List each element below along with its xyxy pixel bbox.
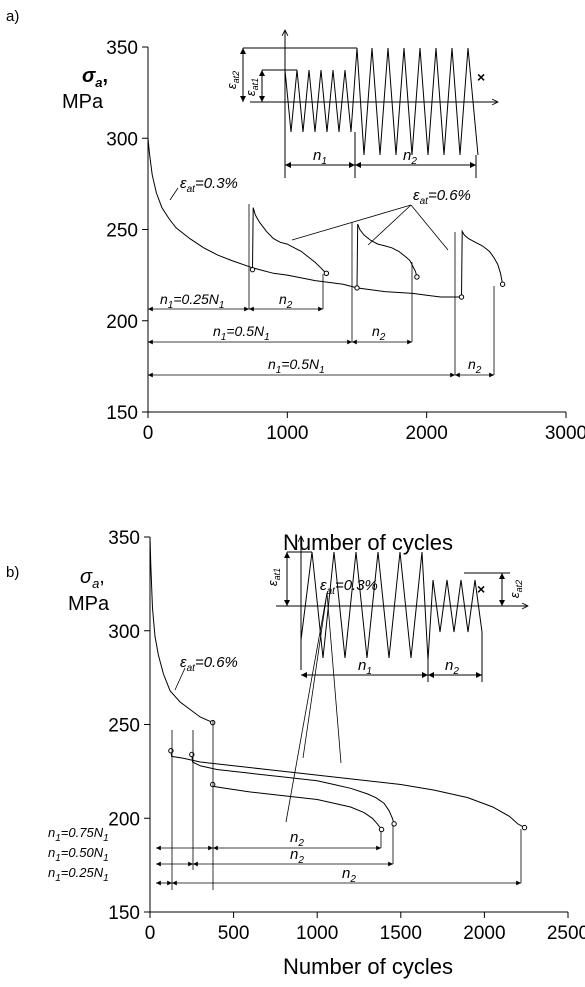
inset-eps1-b: εat1 (265, 568, 282, 586)
dim-n1-05-a2: n1=0.5N1 (268, 356, 325, 376)
annotation-leaders-a (169, 187, 449, 251)
inset-n1-a: n1 (313, 147, 327, 167)
annotation-leaders-b (174, 592, 342, 823)
dim-n2-b1: n2 (290, 829, 304, 849)
y-tick-label: 250 (106, 221, 138, 242)
x-axis-label-b: Number of cycles (283, 954, 453, 979)
series-start-point (249, 266, 256, 273)
x-tick-label: 1500 (380, 923, 422, 944)
y-tick-label: 300 (108, 622, 140, 643)
series-end-point (499, 281, 506, 287)
axes-a: 150 200 250 300 350 0 1000 2000 3000 (106, 38, 585, 444)
dim-n2-a1: n2 (279, 291, 293, 311)
ann-eps-06-b: εat=0.6% (180, 654, 238, 674)
series-line-4 (212, 784, 383, 830)
series-end-point (323, 270, 330, 276)
x-tick-label: 2500 (547, 923, 585, 944)
series-end-point (378, 826, 385, 833)
x-tick-label: 0 (143, 423, 154, 444)
axes-b: 150 200 250 300 350 0 500 1000 1500 2000 2500 (108, 528, 585, 944)
dim-n1-050-b: n1=0.50N1 (48, 845, 109, 864)
x-tick-label: 3000 (545, 423, 585, 444)
series-line-4 (461, 229, 504, 298)
dim-n2-b3: n2 (342, 865, 356, 885)
dimension-lines-b (156, 721, 522, 890)
y-axis-label-b: σa, (80, 566, 105, 591)
fracture-mark-b: × (477, 581, 485, 597)
series-line-3 (356, 223, 418, 288)
y-tick-label: 150 (106, 403, 138, 424)
y-tick-label: 200 (108, 809, 140, 830)
ann-eps-06-a: εat=0.6% (413, 187, 471, 207)
series-line-2 (252, 207, 327, 274)
y-tick-label: 250 (108, 716, 140, 737)
series-line-2 (170, 750, 525, 829)
x-tick-label: 1000 (266, 423, 308, 444)
inset-eps2-a: εat2 (224, 71, 241, 89)
x-tick-label: 0 (145, 923, 156, 944)
y-tick-label: 150 (108, 903, 140, 924)
series-start-point (354, 285, 360, 291)
ann-eps-03-a: εat=0.3% (180, 175, 238, 195)
inset-eps1-a: εat1 (243, 78, 260, 96)
series-start-point (168, 748, 174, 754)
dim-n2-a2: n2 (372, 323, 386, 343)
y-tick-label: 350 (106, 38, 138, 59)
inset-wave-b (300, 551, 483, 661)
dimension-lines-a (148, 204, 495, 378)
y-tick-label: 350 (108, 528, 140, 549)
curves-b (149, 536, 528, 833)
curves-a (147, 138, 506, 300)
y-axis-unit-b: MPa (68, 593, 110, 615)
inset-wave-a (284, 47, 479, 156)
inset-n2-b: n2 (445, 657, 459, 677)
fracture-mark-a: × (477, 69, 485, 85)
y-tick-label: 200 (106, 312, 138, 333)
dim-n1-075-b: n1=0.75N1 (48, 825, 109, 844)
series-line-1 (149, 536, 213, 724)
series-start-point (458, 294, 465, 300)
panel-b-label: b) (6, 564, 19, 581)
dim-n2-a3: n2 (468, 356, 482, 376)
series-end-point (391, 821, 397, 827)
y-tick-label: 300 (106, 129, 138, 150)
y-axis-unit-a: MPa (62, 91, 104, 113)
series-end-point (521, 824, 528, 831)
dim-n1-05-a1: n1=0.5N1 (213, 323, 270, 343)
inset-n1-b: n1 (358, 657, 372, 677)
x-tick-label: 2000 (463, 923, 505, 944)
y-axis-label-a: σa, (82, 65, 108, 90)
series-line-3 (191, 754, 395, 825)
inset-loading-b (276, 536, 528, 682)
x-axis-label-a: Number of cycles (283, 530, 453, 555)
x-tick-label: 1000 (296, 923, 338, 944)
inset-loading-a (240, 30, 498, 178)
inset-eps2-b: εat2 (507, 580, 524, 598)
chart-panel-b: b) σa, MPa 150 200 250 300 350 0 500 1000 1500 20… (6, 528, 585, 979)
dim-n1-025-a: n1=0.25N1 (160, 291, 224, 311)
x-tick-label: 500 (218, 923, 250, 944)
panel-a-label: a) (6, 8, 19, 25)
dim-n2-b2: n2 (290, 846, 304, 866)
series-end-point (414, 274, 420, 280)
dim-n1-025-b: n1=0.25N1 (48, 865, 109, 884)
series-line-1 (147, 138, 462, 298)
ann-eps-03-b: εat=0.3% (320, 577, 378, 597)
inset-n2-a: n2 (403, 147, 417, 167)
x-tick-label: 2000 (406, 423, 448, 444)
